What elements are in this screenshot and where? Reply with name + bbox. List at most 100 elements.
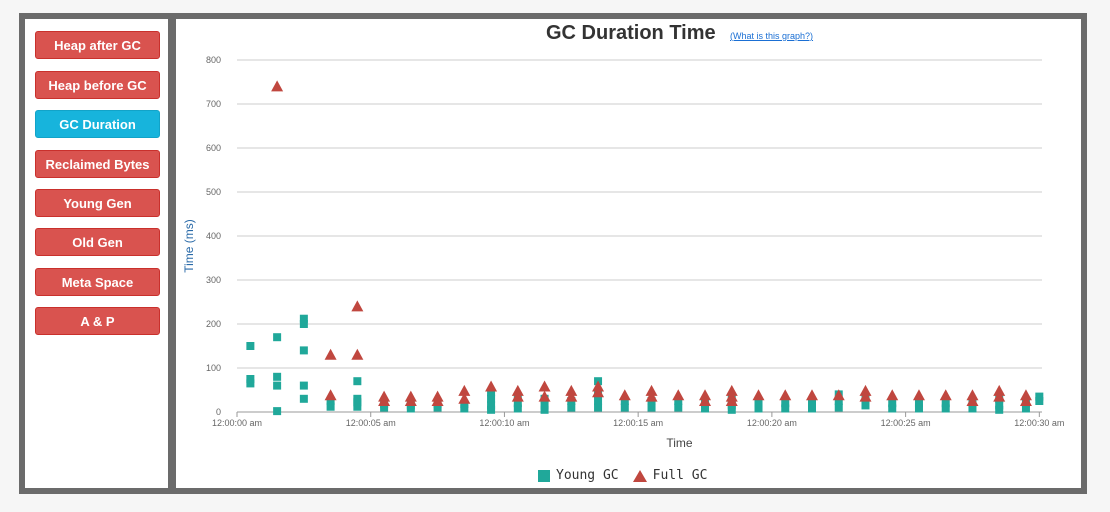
x-tick-label: 12:00:15 am: [613, 418, 663, 428]
full-gc-point: [592, 386, 605, 398]
young-gc-point: [299, 381, 308, 390]
young-gc-point: [487, 401, 496, 410]
young-gc-point: [487, 388, 496, 397]
young-gc-point: [995, 405, 1004, 414]
full-gc-point: [886, 389, 899, 401]
full-gc-point: [966, 395, 979, 406]
y-tick-label: 700: [206, 99, 221, 109]
young-gc-point: [487, 405, 496, 414]
young-gc-point: [1035, 397, 1044, 405]
full-gc-point: [859, 384, 872, 396]
young-gc-point: [273, 381, 282, 390]
full-gc-point: [458, 392, 471, 404]
x-tick-label: 12:00:05 am: [346, 418, 396, 428]
full-gc-point: [912, 389, 925, 401]
heap-after-gc-button[interactable]: Heap after GC: [35, 31, 160, 59]
triangle-marker-icon: [632, 469, 647, 482]
young-gc-point: [941, 399, 950, 408]
young-gc-point: [914, 399, 923, 408]
heap-before-gc-button[interactable]: Heap before GC: [35, 71, 160, 99]
full-gc-point: [752, 389, 765, 401]
help-link[interactable]: (What is this graph?): [730, 31, 814, 41]
gc-duration-button[interactable]: GC Duration: [35, 110, 160, 138]
young-gc-point: [834, 397, 843, 405]
full-gc-point: [592, 380, 605, 392]
young-gc-point: [781, 404, 790, 413]
full-gc-point: [993, 390, 1006, 402]
young-gc-point: [299, 394, 308, 403]
full-gc-point: [324, 389, 337, 401]
young-gc-point: [861, 401, 870, 410]
gc-duration-chart: 0 100 200 300 400 500 600 700 800 12:00:00 am 12:0…: [182, 55, 1064, 450]
full-gc-point: [404, 395, 417, 406]
young-gc-point: [594, 397, 603, 405]
young-gc-point: [433, 403, 442, 412]
full-gc-point: [458, 384, 471, 396]
young-gen-button[interactable]: Young Gen: [35, 189, 160, 217]
full-gc-point: [351, 348, 364, 360]
legend-full-gc-label: Full GC: [652, 468, 708, 483]
full-gc-point: [806, 389, 818, 401]
full-gc-point: [832, 389, 845, 401]
full-gc-point: [645, 390, 658, 402]
young-gc-point: [460, 400, 469, 409]
full-gc-point: [538, 380, 551, 392]
x-tick-label: 12:00:25 am: [881, 418, 931, 428]
young-gc-point: [513, 404, 522, 413]
young-gc-point: [1021, 404, 1030, 413]
young-gc-point: [513, 399, 522, 408]
full-gc-point: [618, 389, 631, 401]
young-gc-point: [273, 372, 282, 381]
young-gc-point: [620, 397, 629, 405]
x-tick-label: 12:00:00 am: [212, 418, 262, 428]
young-gc-point: [995, 401, 1004, 410]
reclaimed-bytes-button[interactable]: Reclaimed Bytes: [35, 150, 160, 178]
young-gc-point: [701, 404, 710, 413]
y-axis-title: Time (ms): [182, 219, 196, 273]
young-gc-point: [353, 398, 362, 407]
young-gc-point: [888, 404, 897, 413]
young-gc-point: [1035, 392, 1044, 401]
full-gc-point: [993, 384, 1006, 396]
full-gc-point: [1019, 395, 1032, 406]
young-gc-point: [326, 397, 335, 405]
old-gen-button[interactable]: Old Gen: [35, 228, 160, 256]
x-tick-label: 12:00:30 am: [1014, 418, 1064, 428]
legend: Young GC Full GC: [538, 468, 721, 483]
young-gc-point: [914, 404, 923, 413]
young-gc-point: [299, 320, 308, 328]
legend-young-gc[interactable]: Young GC: [538, 468, 619, 483]
legend-full-gc[interactable]: Full GC: [632, 468, 708, 483]
young-gc-point: [487, 394, 496, 403]
app-frame: Heap after GC Heap before GC GC Duration…: [19, 13, 1087, 494]
y-tick-label: 600: [206, 143, 221, 153]
full-gc-point: [565, 384, 578, 396]
full-gc-point: [538, 390, 551, 402]
young-gc-point: [754, 399, 763, 408]
full-gc-point: [645, 384, 658, 396]
full-gc-point: [485, 380, 498, 392]
full-gc-point: [1019, 389, 1032, 401]
a-and-p-button[interactable]: A & P: [35, 307, 160, 335]
full-gc-point: [725, 384, 738, 396]
full-gc-point: [699, 389, 712, 401]
young-gc-point: [888, 399, 897, 408]
young-gc-point: [246, 379, 255, 388]
full-gc-point: [351, 300, 364, 312]
full-gc-point: [966, 389, 979, 401]
x-axis-title: Time: [666, 436, 693, 450]
meta-space-button[interactable]: Meta Space: [35, 268, 160, 296]
young-gc-point: [299, 314, 308, 323]
young-gc-point: [647, 403, 656, 412]
young-gc-point: [406, 404, 415, 413]
y-tick-label: 0: [216, 407, 221, 417]
young-gc-point: [353, 377, 362, 386]
full-gc-point: [672, 389, 685, 401]
y-tick-label: 400: [206, 231, 221, 241]
y-tick-label: 800: [206, 55, 221, 65]
young-gc-point: [808, 399, 816, 408]
young-gc-point: [781, 399, 790, 408]
full-gc-point: [378, 395, 391, 406]
young-gc-point: [941, 404, 950, 413]
y-tick-label: 200: [206, 319, 221, 329]
